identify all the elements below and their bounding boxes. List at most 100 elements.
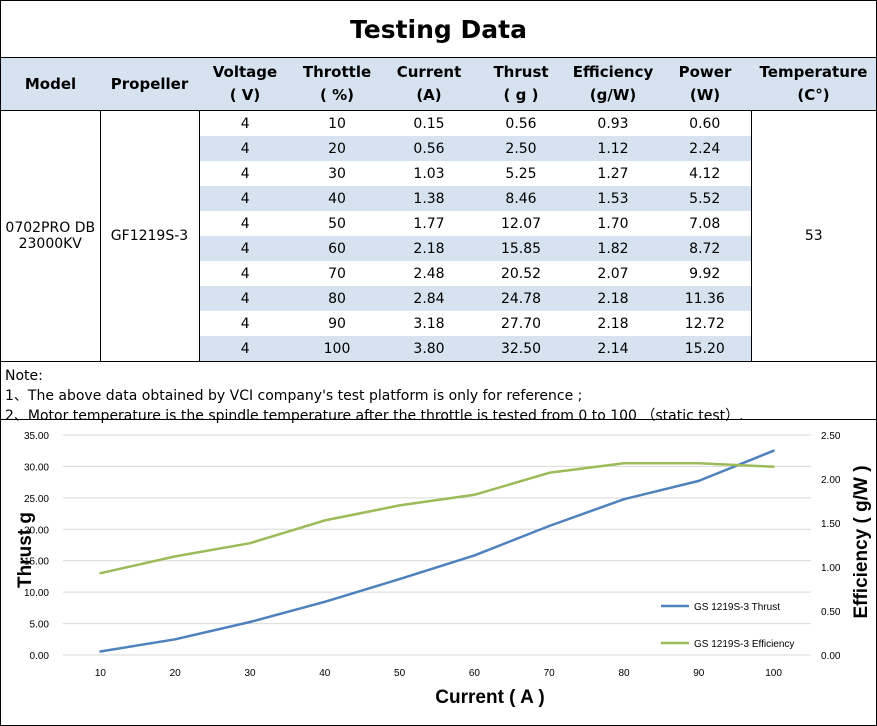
throttle-cell: 100	[291, 336, 383, 361]
thrust-data-point	[398, 577, 401, 581]
voltage-cell: 4	[240, 315, 250, 332]
throttle-cell: 40	[291, 186, 383, 211]
model-cell: 0702PRO DB 23000KV	[1, 110, 101, 361]
thrust-cell: 20.52	[500, 265, 542, 282]
throttle-cell: 50	[328, 215, 346, 232]
power-cell: 15.20	[659, 336, 751, 361]
propeller-cell: GF1219S-3	[100, 110, 200, 361]
efficiency-data-point	[622, 461, 626, 465]
current-cell: 1.77	[413, 215, 445, 232]
efficiency-data-point	[174, 555, 177, 558]
series-layer	[99, 449, 775, 653]
y-tick-label-left: 30.00	[24, 462, 49, 473]
thrust-cell: 15.85	[475, 236, 567, 261]
throttle-cell: 20	[291, 136, 383, 161]
x-axis-label: Current ( A )	[435, 687, 544, 708]
efficiency-cell: 1.53	[567, 186, 659, 211]
table-row: 4 90 3.18 27.70 2.18 12.72	[1, 311, 876, 336]
efficiency-cell: 1.82	[567, 236, 659, 261]
throttle-cell: 90	[328, 315, 346, 332]
efficiency-cell: 1.27	[597, 165, 629, 182]
x-tick-label: 30	[244, 668, 256, 679]
page-title: Testing Data	[1, 1, 876, 58]
efficiency-cell: 2.18	[567, 286, 659, 311]
efficiency-cell: 2.18	[597, 315, 629, 332]
y-tick-label-left: 10.00	[24, 588, 49, 599]
voltage-cell: 4	[199, 336, 291, 361]
table-row: 4 20 0.56 2.50 1.12 2.24	[1, 136, 876, 161]
table-row: 4 60 2.18 15.85 1.82 8.72	[1, 236, 876, 261]
power-cell: 12.72	[684, 315, 725, 332]
efficiency-cell: 1.70	[597, 215, 629, 232]
voltage-cell: 4	[199, 236, 291, 261]
chart-area: 0.00 5.00 10.00 15.00 20.00 25.00 30.00 35.00 0…	[1, 420, 876, 718]
header-throttle: Throttle( %)	[291, 58, 383, 111]
y-tick-label-right: 0.50	[821, 607, 841, 618]
power-cell: 7.08	[689, 215, 721, 232]
y-axis-label-left: Thrust g	[15, 512, 36, 588]
thrust-data-point	[697, 479, 700, 483]
notes-heading: Note:	[5, 368, 43, 384]
voltage-cell: 4	[240, 165, 250, 182]
current-cell: 3.80	[383, 336, 475, 361]
y-tick-label-left: 5.00	[30, 620, 50, 631]
throttle-cell: 60	[291, 236, 383, 261]
current-cell: 2.18	[383, 236, 475, 261]
efficiency-data-point	[548, 471, 551, 475]
voltage-cell: 4	[199, 186, 291, 211]
y-tick-label-right: 1.50	[821, 519, 841, 530]
thrust-cell: 24.78	[475, 286, 567, 311]
header-voltage: Voltage( V)	[199, 58, 291, 111]
efficiency-data-point	[323, 519, 326, 522]
table-row: 4 100 3.80 32.50 2.14 15.20	[1, 336, 876, 361]
left-axis-ticks: 0.00 5.00 10.00 15.00 20.00 25.00 30.00 35.00	[24, 431, 49, 662]
table-header-row: Model Propeller Voltage( V) Throttle( %)…	[1, 58, 876, 111]
efficiency-data-point	[473, 493, 476, 497]
x-tick-label: 100	[765, 668, 782, 679]
right-axis-ticks: 0.00 0.50 1.00 1.50 2.00 2.50	[821, 431, 841, 662]
voltage-cell: 4	[240, 115, 250, 132]
voltage-cell: 4	[240, 265, 250, 282]
current-cell: 0.56	[383, 136, 475, 161]
current-cell: 2.84	[383, 286, 475, 311]
efficiency-data-point	[398, 504, 401, 507]
y-tick-label-left: 35.00	[24, 431, 49, 442]
legend-label-efficiency: GS 1219S-3 Efficiency	[694, 639, 794, 650]
voltage-cell: 4	[240, 215, 250, 232]
legend-label-thrust: GS 1219S-3 Thrust	[694, 602, 780, 613]
table-row: 4 70 2.48 20.52 2.07 9.92	[1, 261, 876, 286]
x-tick-label: 10	[95, 668, 107, 679]
thrust-cell: 32.50	[475, 336, 567, 361]
note-item: 2、Motor temperature is the spindle tempe…	[5, 408, 744, 424]
efficiency-data-point	[248, 542, 252, 545]
x-tick-label: 80	[618, 668, 630, 679]
chart-gridlines	[63, 434, 811, 656]
y-tick-label-right: 2.00	[821, 475, 841, 486]
y-tick-label-left: 25.00	[24, 494, 49, 505]
efficiency-cell: 2.14	[567, 336, 659, 361]
efficiency-data-point	[99, 571, 102, 575]
power-cell: 9.92	[689, 265, 721, 282]
throttle-cell: 70	[328, 265, 346, 282]
header-propeller: Propeller	[100, 58, 199, 111]
thrust-data-point	[473, 554, 476, 557]
thrust-cell: 2.50	[475, 136, 567, 161]
y-tick-label-left: 20.00	[24, 525, 49, 536]
table-row: 4 40 1.38 8.46 1.53 5.52	[1, 186, 876, 211]
efficiency-series-line	[100, 461, 774, 575]
efficiency-data-point	[697, 461, 700, 465]
header-current: Current (A)	[383, 58, 475, 111]
x-tick-label: 90	[693, 668, 705, 679]
temperature-cell: 53	[750, 110, 876, 361]
table-row: 4 30 1.03 5.25 1.27 4.12	[1, 161, 876, 186]
power-cell: 11.36	[659, 286, 751, 311]
testing-data-table: Model Propeller Voltage( V) Throttle( %)…	[1, 58, 876, 361]
x-tick-label: 60	[469, 668, 481, 679]
current-cell: 1.38	[383, 186, 475, 211]
table-row: 4 80 2.84 24.78 2.18 11.36	[1, 286, 876, 311]
thrust-data-point	[772, 449, 775, 452]
voltage-cell: 4	[199, 136, 291, 161]
thrust-data-point	[323, 600, 326, 604]
x-tick-label: 20	[170, 668, 182, 679]
thrust-efficiency-chart: 0.00 5.00 10.00 15.00 20.00 25.00 30.00 35.00 0…	[15, 431, 872, 708]
